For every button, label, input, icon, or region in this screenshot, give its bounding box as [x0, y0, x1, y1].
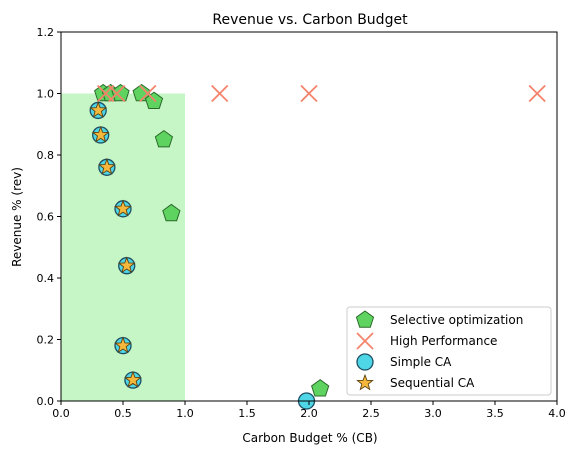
data-marks: [89, 83, 546, 410]
data-point: [114, 336, 132, 354]
y-tick-label: 0.6: [37, 211, 55, 224]
series-sequential-ca: [89, 101, 142, 388]
x-stroke: [356, 332, 374, 350]
data-point: [139, 84, 157, 103]
x-axis-label: Carbon Budget % (CB): [242, 431, 377, 445]
x-stroke: [211, 84, 229, 103]
y-tick-label: 1.2: [37, 26, 55, 39]
legend-label: High Performance: [390, 334, 497, 348]
legend-label: Selective optimization: [390, 313, 523, 327]
y-tick-label: 0.0: [37, 395, 55, 408]
x-stroke: [300, 84, 318, 103]
legend: Selective optimization High Performance Si…: [346, 306, 552, 396]
data-point: [311, 379, 330, 397]
x-tick-label: 2.5: [362, 407, 380, 420]
x-stroke: [528, 84, 546, 103]
data-point: [98, 158, 116, 175]
y-tick-label: 1.0: [37, 88, 55, 101]
series-high-performance: [97, 84, 546, 103]
x-tick-label: 4.0: [548, 407, 566, 420]
x-tick-label: 0.5: [114, 407, 132, 420]
data-point: [108, 84, 126, 103]
data-point: [300, 84, 318, 103]
data-point: [114, 199, 132, 217]
x-tick-label: 1.5: [238, 407, 256, 420]
y-tick-label: 0.8: [37, 149, 55, 162]
data-point: [124, 370, 142, 388]
data-point: [162, 203, 181, 222]
y-axis-label: Revenue % (rev): [10, 167, 24, 267]
legend-marker: [356, 332, 374, 350]
chart-title: Revenue vs. Carbon Budget: [212, 12, 408, 28]
x-tick-label: 3.5: [486, 407, 504, 420]
x-tick-label: 3.0: [424, 407, 442, 420]
data-point: [89, 101, 108, 118]
data-point: [154, 130, 174, 148]
legend-marker: [355, 310, 375, 328]
x-tick-label: 2.0: [300, 407, 318, 420]
y-tick-label: 0.2: [37, 334, 55, 347]
x-tick-label: 1.0: [176, 407, 194, 420]
legend-label: Simple CA: [390, 355, 452, 369]
legend-label: Sequential CA: [390, 376, 475, 390]
x-axis-ticks: 0.0 0.5 1.0 1.5 2.0 2.5 3.0 3.5 4.0: [52, 401, 566, 420]
data-point: [528, 84, 546, 103]
data-point: [117, 256, 136, 274]
data-point: [91, 125, 110, 143]
x-tick-label: 0.0: [52, 407, 70, 420]
y-tick-label: 0.4: [37, 272, 55, 285]
legend-box: [346, 306, 552, 396]
legend-marker: [356, 373, 374, 391]
data-point: [211, 84, 229, 103]
legend-marker: [356, 353, 374, 371]
y-axis-ticks: 0.0 0.2 0.4 0.6 0.8 1.0 1.2: [37, 26, 61, 408]
x-stroke: [139, 84, 157, 103]
x-stroke: [108, 84, 126, 103]
